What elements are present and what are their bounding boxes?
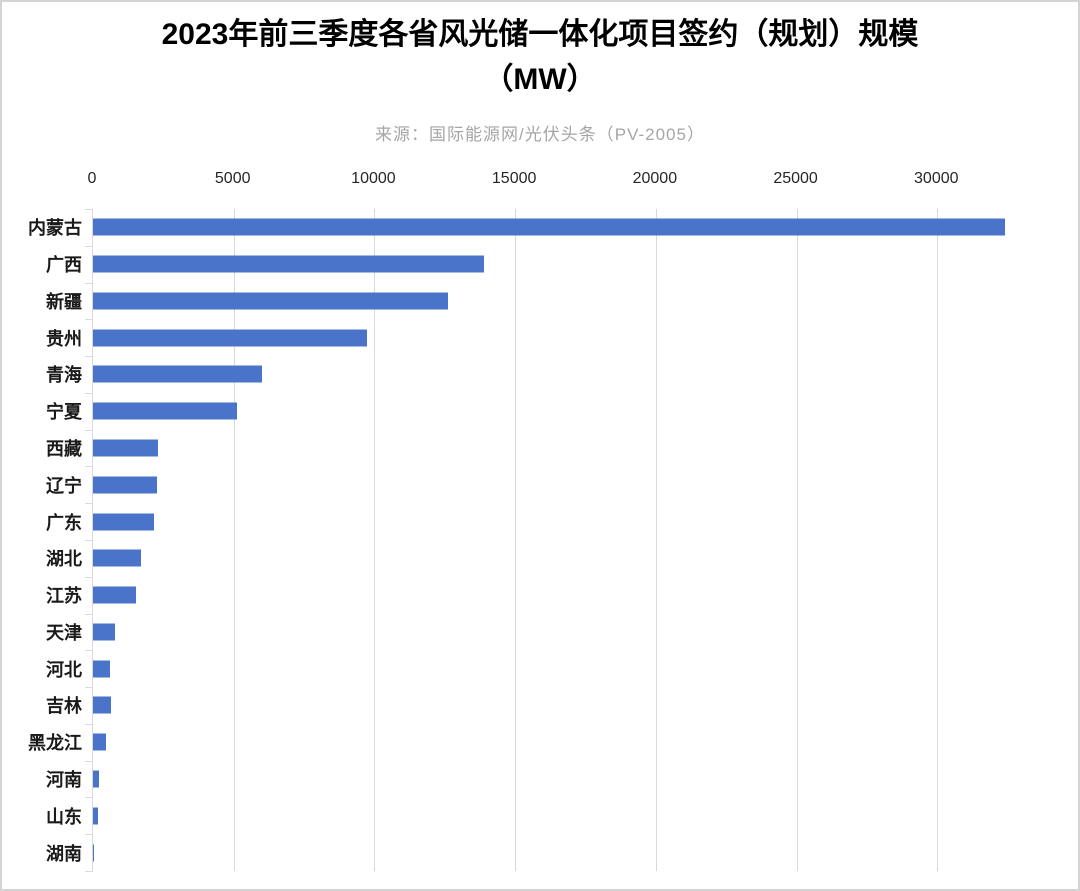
y-tick-label: 湖南 — [46, 843, 82, 864]
bar — [93, 696, 111, 714]
y-tick-label: 江苏 — [46, 586, 82, 607]
bar-row — [93, 577, 1078, 614]
y-tick-label: 天津 — [46, 622, 82, 643]
bar — [93, 807, 99, 825]
bar — [93, 770, 99, 788]
category-boundary-tick — [85, 650, 93, 652]
x-tick-label: 25000 — [773, 170, 818, 187]
gridline — [515, 209, 517, 871]
gridline — [233, 209, 235, 871]
bar-row — [93, 797, 1078, 834]
bar-row — [93, 430, 1078, 467]
bar-row — [93, 724, 1078, 761]
y-tick-label: 湖北 — [46, 549, 82, 570]
bar — [93, 218, 1005, 236]
bar — [93, 402, 238, 420]
category-boundary-tick — [85, 245, 93, 247]
bar-row — [93, 761, 1078, 798]
bar-row — [93, 540, 1078, 577]
bar-row — [93, 834, 1078, 871]
bar — [93, 660, 111, 678]
y-tick-label: 山东 — [46, 806, 82, 827]
y-tick-label: 新疆 — [46, 291, 82, 312]
y-tick-label: 吉林 — [46, 696, 82, 717]
category-boundary-tick — [85, 319, 93, 321]
bar — [93, 549, 142, 567]
y-tick-label: 青海 — [46, 365, 82, 386]
y-tick-label: 宁夏 — [46, 402, 82, 423]
category-boundary-tick — [85, 466, 93, 468]
bar — [93, 476, 158, 494]
y-tick-label: 广西 — [46, 255, 82, 276]
bar — [93, 623, 115, 641]
category-boundary-tick — [85, 871, 93, 872]
bar-row — [93, 687, 1078, 724]
y-tick-label: 贵州 — [46, 328, 82, 349]
category-boundary-tick — [85, 429, 93, 431]
category-boundary-tick — [85, 834, 93, 836]
category-boundary-tick — [85, 540, 93, 541]
chart-title-line2: （MW） — [483, 63, 597, 96]
y-tick-label: 内蒙古 — [28, 218, 82, 239]
plot-area — [85, 209, 1078, 872]
bar-row — [93, 283, 1078, 320]
y-tick-label: 广东 — [46, 512, 82, 533]
bar — [93, 255, 485, 273]
bar — [93, 586, 137, 604]
chart-title-line1: 2023年前三季度各省风光储一体化项目签约（规划）规模 — [161, 18, 919, 51]
category-boundary-tick — [85, 209, 93, 210]
category-boundary-tick — [85, 576, 93, 578]
bar-row — [93, 246, 1078, 283]
chart-title: 2023年前三季度各省风光储一体化项目签约（规划）规模 （MW） — [2, 12, 1078, 102]
bar-row — [93, 209, 1078, 246]
category-boundary-tick — [85, 723, 93, 725]
y-tick-label: 辽宁 — [46, 475, 82, 496]
category-boundary-tick — [85, 687, 93, 689]
y-tick-label: 黑龙江 — [28, 733, 82, 754]
category-boundary-tick — [85, 282, 93, 284]
source-note: 来源：国际能源网/光伏头条（PV-2005） — [375, 125, 705, 144]
gridline — [655, 209, 657, 871]
bar-row — [93, 650, 1078, 687]
x-axis: 0 5000 10000 15000 20000 25000 30000 — [88, 170, 1077, 194]
x-tick-label: 30000 — [914, 170, 959, 187]
bar-row — [93, 356, 1078, 393]
category-boundary-tick — [85, 613, 93, 615]
bar-row — [93, 503, 1078, 540]
bar — [93, 329, 368, 347]
x-tick-label: 10000 — [351, 170, 396, 187]
bar — [93, 513, 155, 531]
bar-row — [93, 466, 1078, 503]
category-boundary-tick — [85, 503, 93, 505]
gridline — [374, 209, 376, 871]
y-tick-label: 河南 — [46, 770, 82, 791]
bar-row — [93, 393, 1078, 430]
category-boundary-tick — [85, 392, 93, 394]
x-tick-label: 20000 — [632, 170, 678, 187]
gridline — [796, 209, 798, 871]
category-boundary-tick — [85, 760, 93, 762]
bar — [93, 439, 159, 457]
x-tick-label: 0 — [87, 170, 97, 187]
y-axis: 内蒙古广西新疆贵州青海宁夏西藏辽宁广东湖北江苏天津河北吉林黑龙江河南山东湖南 — [2, 209, 82, 871]
bar-row — [93, 614, 1078, 651]
bar-row — [93, 319, 1078, 356]
category-boundary-tick — [85, 797, 93, 799]
category-boundary-tick — [85, 356, 93, 358]
x-tick-label: 15000 — [491, 170, 537, 187]
bar — [93, 365, 262, 383]
bar — [93, 733, 106, 751]
y-tick-label: 西藏 — [46, 439, 82, 460]
y-tick-label: 河北 — [46, 659, 82, 680]
bar — [93, 292, 448, 310]
gridline — [937, 209, 939, 871]
x-tick-label: 5000 — [214, 170, 251, 187]
